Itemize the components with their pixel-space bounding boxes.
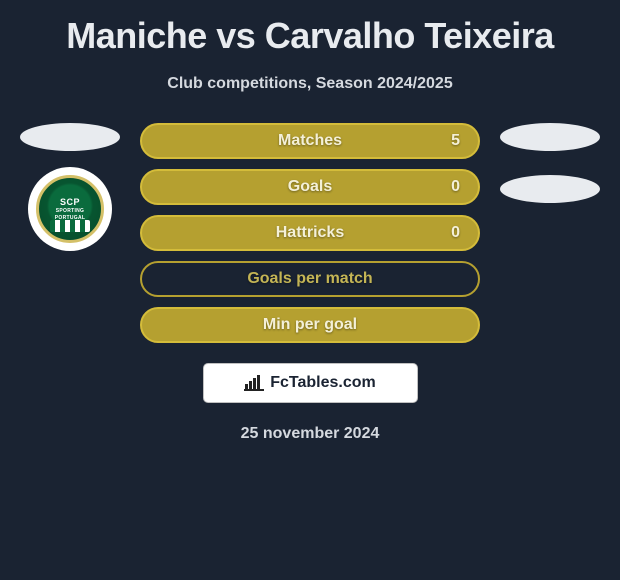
left-player-column: SCP SPORTING PORTUGAL [10, 123, 130, 343]
stats-column: Matches 5 Goals 0 Hattricks 0 Goals per … [140, 123, 480, 343]
player-photo-placeholder [500, 123, 600, 151]
page-title: Maniche vs Carvalho Teixeira [0, 15, 620, 57]
club-badge: SCP SPORTING PORTUGAL [36, 175, 104, 243]
club-short: SCP [60, 197, 80, 207]
club-logo-sporting: SCP SPORTING PORTUGAL [28, 167, 112, 251]
subtitle: Club competitions, Season 2024/2025 [0, 75, 620, 93]
stat-value: 0 [451, 224, 460, 242]
stat-bar-min-per-goal: Min per goal [140, 307, 480, 343]
stat-bar-goals-per-match: Goals per match [140, 261, 480, 297]
stat-bar-matches: Matches 5 [140, 123, 480, 159]
brand-box: FcTables.com [203, 363, 418, 403]
stat-bar-hattricks: Hattricks 0 [140, 215, 480, 251]
chart-icon [244, 375, 264, 391]
club-stripes [50, 220, 90, 232]
stat-value: 0 [451, 178, 460, 196]
right-player-column [490, 123, 610, 343]
stat-label: Hattricks [276, 224, 344, 242]
stat-label: Goals per match [247, 270, 372, 288]
comparison-grid: SCP SPORTING PORTUGAL Matches 5 Goals 0 … [0, 123, 620, 343]
player-photo-placeholder [500, 175, 600, 203]
stat-bar-goals: Goals 0 [140, 169, 480, 205]
date-text: 25 november 2024 [0, 425, 620, 443]
stat-label: Min per goal [263, 316, 357, 334]
stat-label: Matches [278, 132, 342, 150]
stat-label: Goals [288, 178, 332, 196]
club-name-1: SPORTING [56, 208, 85, 214]
player-photo-placeholder [20, 123, 120, 151]
stat-value: 5 [451, 132, 460, 150]
brand-text: FcTables.com [270, 374, 376, 392]
